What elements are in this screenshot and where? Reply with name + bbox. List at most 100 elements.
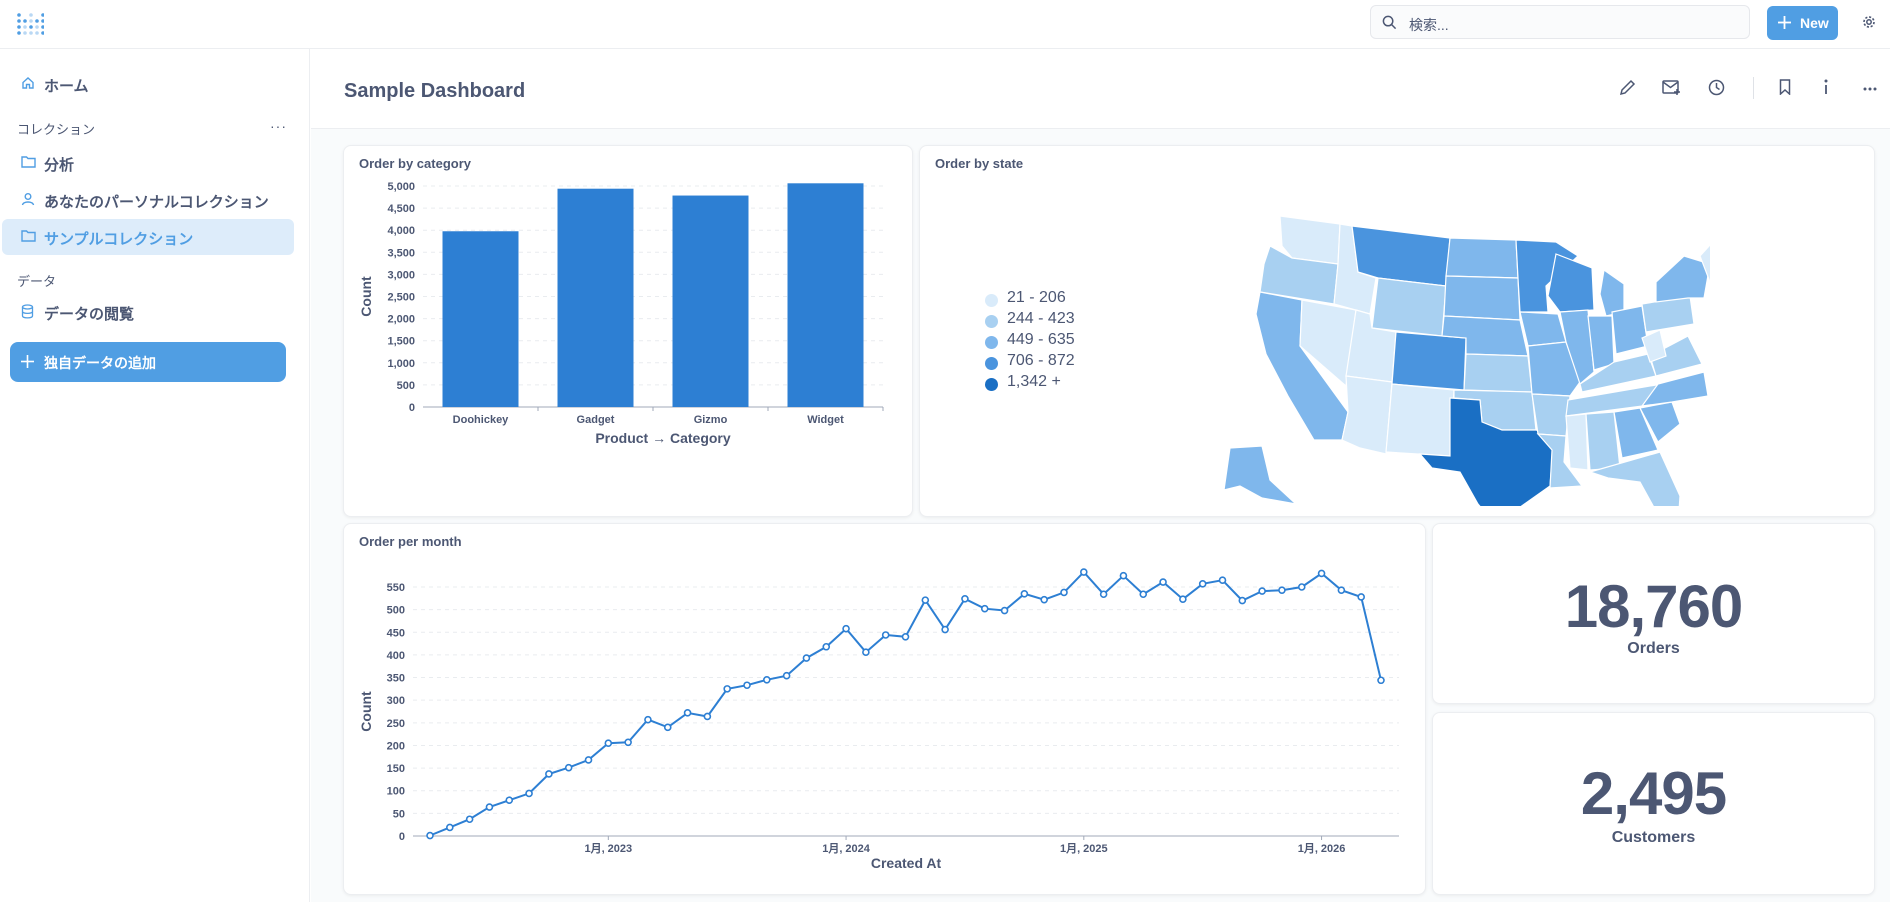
y-tick-label: 350: [387, 673, 405, 685]
x-tick-label: Widget: [807, 414, 844, 426]
dashboard-header: Sample Dashboard: [311, 49, 1890, 129]
customers-value[interactable]: 2,495: [1580, 760, 1727, 827]
card-title[interactable]: Order by category: [359, 156, 471, 171]
data-point: [842, 624, 850, 633]
clock-icon[interactable]: [1708, 79, 1725, 96]
card-orders: 18,760 Orders: [1432, 523, 1875, 704]
y-tick-label: 1,500: [387, 336, 415, 348]
new-button-label: New: [1800, 15, 1829, 31]
data-point: [446, 823, 454, 832]
state-ga: [1613, 407, 1659, 459]
customers-label: Customers: [1611, 829, 1696, 846]
data-point: [1119, 571, 1128, 580]
page-title[interactable]: Sample Dashboard: [344, 80, 526, 102]
sidebar-item-home[interactable]: ホーム: [2, 66, 294, 102]
y-tick-label: 100: [387, 786, 405, 798]
search-input[interactable]: 検索...: [1370, 5, 1750, 39]
bar-chart: 0 500 1,000 1,500 2,000 2,500 3,000 3,500 4,000 4…: [358, 181, 884, 446]
data-point: [1060, 588, 1068, 597]
state-ar: [1531, 393, 1571, 437]
data-point: [525, 789, 533, 798]
sidebar-item-label: 分析: [44, 157, 75, 174]
state-al: [1585, 411, 1621, 471]
collections-more-icon[interactable]: ···: [270, 118, 287, 134]
data-point: [485, 803, 494, 811]
data-point: [584, 756, 593, 764]
state-pa: [1641, 295, 1695, 333]
card-title[interactable]: Order by state: [935, 156, 1024, 171]
subscription-icon[interactable]: [1662, 79, 1681, 96]
database-icon: [21, 304, 34, 319]
data-point: [1357, 593, 1365, 601]
state-nm: [1385, 383, 1455, 457]
gear-icon[interactable]: [1861, 14, 1877, 30]
card-order-by-state: Order by state 21 - 206 244 - 423 449 - …: [919, 145, 1875, 517]
data-point: [941, 625, 949, 634]
sidebar: ホーム コレクション ··· 分析 あなたのパーソナルコレクション サンプルコレ…: [0, 49, 310, 902]
state-co: [1391, 331, 1467, 391]
x-axis-label: Created At: [871, 855, 942, 871]
data-point: [663, 723, 672, 732]
data-point: [763, 676, 771, 684]
legend-swatch: [985, 378, 998, 391]
x-tick-label: 1月, 2023: [584, 842, 632, 855]
x-tick-label: Doohickey: [453, 414, 510, 426]
y-tick-label: 0: [399, 831, 405, 843]
state-new-england: [1699, 244, 1710, 283]
y-tick-label: 450: [387, 627, 405, 639]
state-oh: [1611, 305, 1649, 355]
plus-icon: [21, 355, 34, 368]
metabase-logo-icon[interactable]: [16, 12, 44, 38]
data-point: [505, 796, 514, 805]
state-mo: [1527, 341, 1581, 397]
y-axis-label: Count: [358, 691, 374, 732]
card-order-per-month: Order per month 0 50 100 150 200 250 300 350 400…: [343, 523, 1426, 895]
y-tick-label: 0: [409, 402, 415, 414]
data-point: [822, 642, 831, 651]
card-title[interactable]: Order per month: [359, 534, 462, 549]
state-tx: [1418, 397, 1555, 506]
data-point: [901, 633, 910, 641]
add-data-label: 独自データの追加: [44, 355, 156, 371]
dashboard-area: Sample Dashboard Order by category 0 50 0 1…: [311, 49, 1890, 902]
bookmark-icon[interactable]: [1779, 79, 1791, 95]
y-tick-label: 400: [387, 650, 405, 662]
state-va: [1649, 335, 1703, 377]
orders-value[interactable]: 18,760: [1564, 573, 1744, 640]
sidebar-item-browse-data[interactable]: データの閲覧: [2, 294, 294, 330]
state-ia: [1519, 311, 1567, 347]
x-tick-label: 1月, 2026: [1298, 842, 1346, 855]
more-icon[interactable]: [1863, 87, 1877, 91]
state-ky: [1579, 353, 1657, 393]
bar: [787, 183, 864, 407]
new-button[interactable]: New: [1767, 6, 1838, 40]
sidebar-item-analysis[interactable]: 分析: [2, 145, 294, 181]
series-line: [429, 570, 1382, 837]
y-tick-label: 550: [387, 582, 405, 594]
header-divider: [1753, 77, 1754, 99]
pencil-icon[interactable]: [1619, 79, 1636, 96]
card-order-by-category: Order by category 0 500 1,000 1,500 2,000 2,5…: [343, 145, 913, 517]
state-sd: [1443, 275, 1521, 321]
state-ks: [1463, 353, 1533, 393]
add-data-button[interactable]: 独自データの追加: [10, 342, 286, 382]
state-wv: [1641, 329, 1667, 363]
legend-swatch: [985, 357, 998, 370]
x-tick-label: 1月, 2025: [1060, 842, 1108, 855]
sidebar-item-label: あなたのパーソナルコレクション: [44, 194, 269, 211]
y-tick-label: 150: [387, 763, 405, 775]
us-state-map[interactable]: [1210, 186, 1710, 506]
top-bar: 検索... New: [0, 0, 1890, 49]
data-point: [1020, 589, 1029, 598]
sidebar-item-personal-collection[interactable]: あなたのパーソナルコレクション: [2, 182, 294, 218]
data-point: [1159, 578, 1167, 586]
y-tick-label: 50: [393, 808, 405, 820]
info-icon[interactable]: [1823, 79, 1829, 95]
data-point: [624, 738, 632, 747]
bar: [557, 188, 634, 407]
sidebar-item-label: サンプルコレクション: [44, 231, 194, 248]
y-tick-label: 1,000: [387, 358, 415, 370]
data-point: [1179, 595, 1187, 604]
sidebar-item-sample-collection[interactable]: サンプルコレクション: [2, 219, 294, 255]
data-heading: データ: [17, 274, 57, 289]
